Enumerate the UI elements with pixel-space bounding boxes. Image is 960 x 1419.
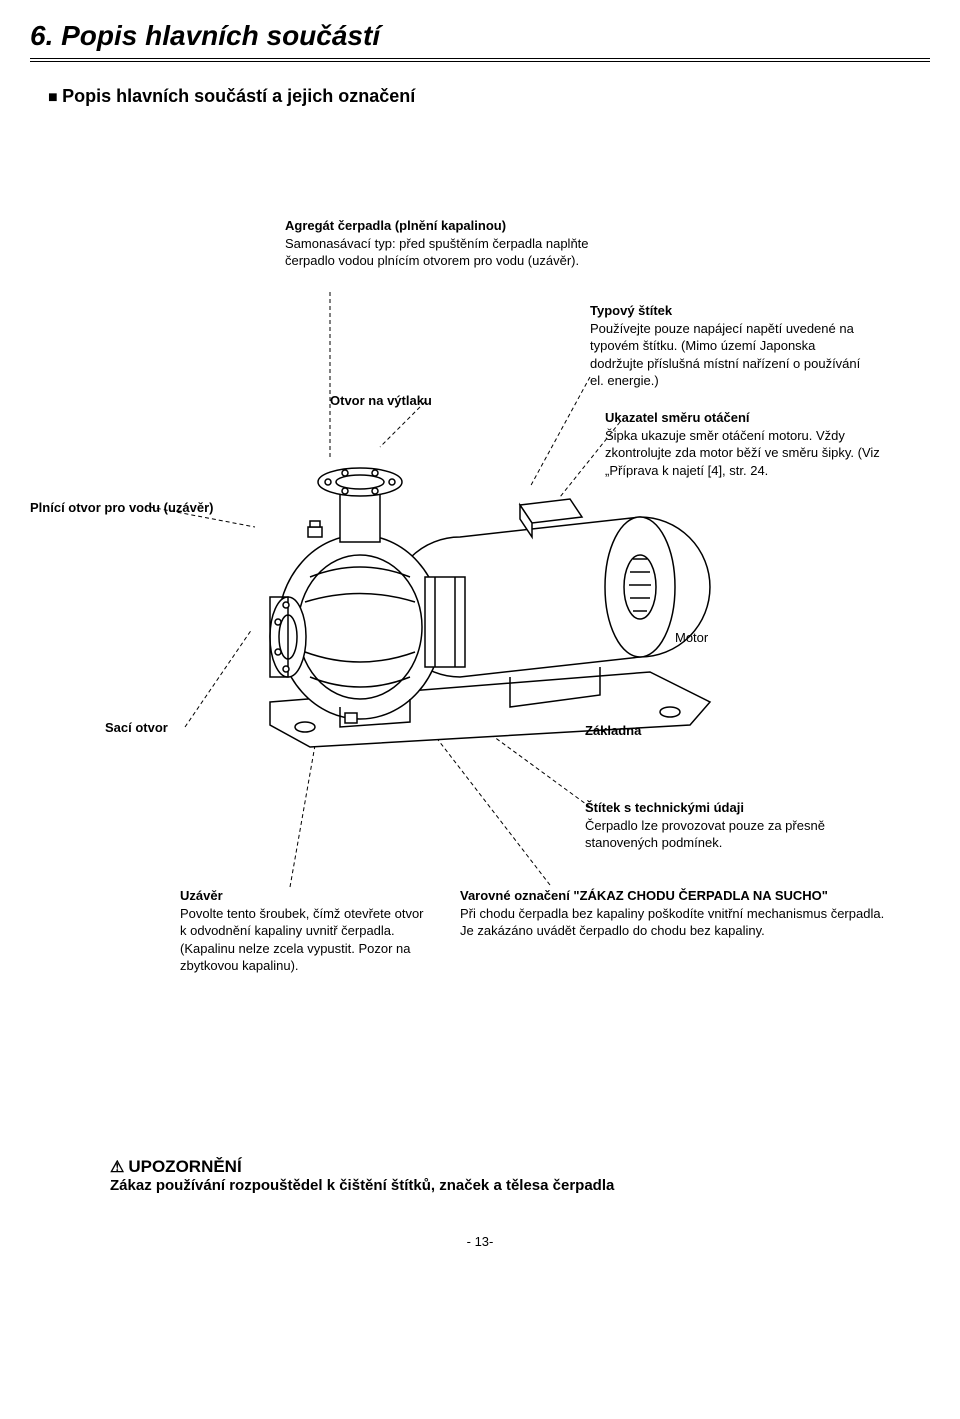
callout-zakladna: Základna: [585, 722, 705, 740]
callout-zakladna-title: Základna: [585, 723, 641, 738]
callout-agregat: Agregát čerpadla (plnění kapalinou) Samo…: [285, 217, 605, 270]
notice-head-text: UPOZORNĚNÍ: [128, 1157, 241, 1176]
callout-agregat-body: Samonasávací typ: před spuštěním čerpadl…: [285, 236, 589, 269]
subheading: Popis hlavních součástí a jejich označen…: [48, 86, 930, 107]
callout-ukazatel-smeru-title: Ukazatel směru otáčení: [605, 409, 885, 427]
callout-saci-otvor: Sací otvor: [105, 719, 215, 737]
callout-stitek-tech: Štítek s technickými údaji Čerpadlo lze …: [585, 799, 865, 852]
callout-ukazatel-smeru: Ukazatel směru otáčení Šipka ukazuje smě…: [605, 409, 885, 479]
callout-varovne: Varovné označení "ZÁKAZ CHODU ČERPADLA N…: [460, 887, 890, 940]
callout-typovy-stitek-body: Používejte pouze napájecí napětí uvedené…: [590, 321, 860, 389]
callout-stitek-tech-title: Štítek s technickými údaji: [585, 799, 865, 817]
callout-plnici-otvor: Plnící otvor pro vodu (uzávěr): [30, 499, 240, 517]
warning-triangle-icon: ⚠: [110, 1159, 124, 1176]
notice-body: Zákaz používání rozpouštědel k čištění š…: [110, 1177, 930, 1194]
callout-plnici-otvor-title: Plnící otvor pro vodu (uzávěr): [30, 500, 213, 515]
callout-agregat-title: Agregát čerpadla (plnění kapalinou): [285, 217, 605, 235]
callout-otvor-vytlak: Otvor na výtlaku: [330, 392, 490, 410]
callout-uzaver-body: Povolte tento šroubek, čímž otevřete otv…: [180, 906, 424, 974]
callout-typovy-stitek-title: Typový štítek: [590, 302, 870, 320]
callout-motor-title: Motor: [675, 630, 708, 645]
diagram-area: Agregát čerpadla (plnění kapalinou) Samo…: [30, 127, 930, 1027]
callout-saci-otvor-title: Sací otvor: [105, 720, 168, 735]
callout-uzaver-title: Uzávěr: [180, 887, 430, 905]
page-number: - 13-: [30, 1234, 930, 1249]
notice-block: ⚠UPOZORNĚNÍ Zákaz používání rozpouštědel…: [110, 1157, 930, 1194]
callout-ukazatel-smeru-body: Šipka ukazuje směr otáčení motoru. Vždy …: [605, 428, 880, 478]
notice-head: ⚠UPOZORNĚNÍ: [110, 1157, 930, 1177]
callout-uzaver: Uzávěr Povolte tento šroubek, čímž otevř…: [180, 887, 430, 975]
callout-stitek-tech-body: Čerpadlo lze provozovat pouze za přesně …: [585, 818, 825, 851]
callout-otvor-vytlak-title: Otvor na výtlaku: [330, 392, 490, 410]
callout-typovy-stitek: Typový štítek Používejte pouze napájecí …: [590, 302, 870, 390]
section-title: 6. Popis hlavních součástí: [30, 20, 930, 62]
callout-varovne-body: Při chodu čerpadla bez kapaliny poškodít…: [460, 906, 884, 939]
callout-varovne-title: Varovné označení "ZÁKAZ CHODU ČERPADLA N…: [460, 887, 890, 905]
callout-motor: Motor: [675, 629, 755, 647]
